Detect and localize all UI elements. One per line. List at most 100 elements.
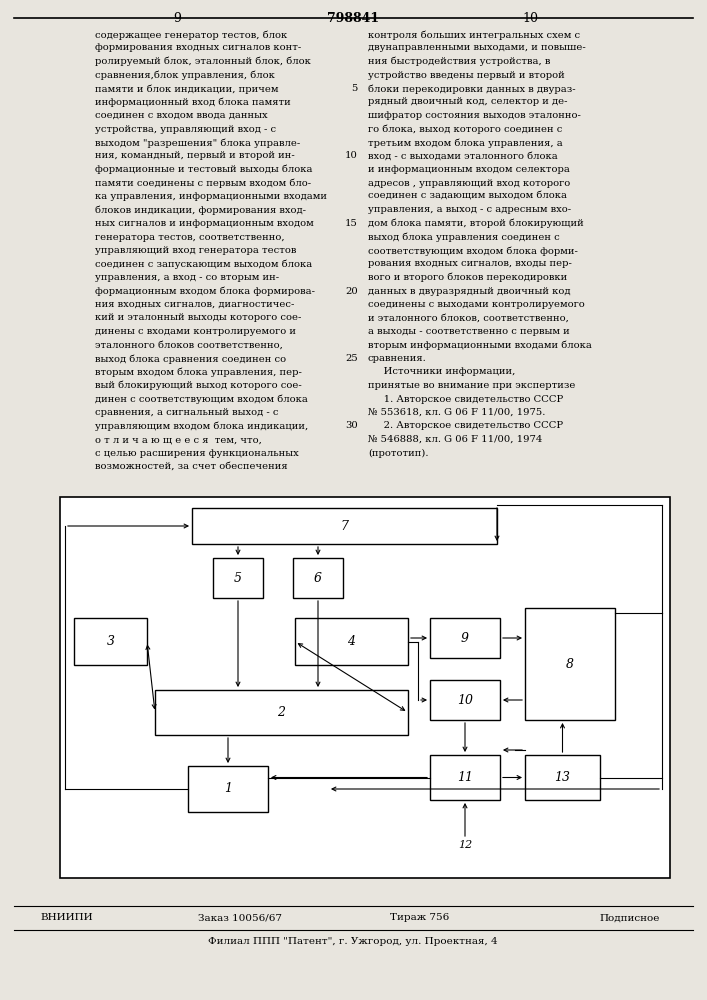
Text: сравнения, а сигнальный выход - с: сравнения, а сигнальный выход - с xyxy=(95,408,279,417)
Text: и информационным входом селектора: и информационным входом селектора xyxy=(368,165,570,174)
Text: формирования входных сигналов конт-: формирования входных сигналов конт- xyxy=(95,43,301,52)
Text: 11: 11 xyxy=(457,771,473,784)
Text: управляющий вход генератора тестов: управляющий вход генератора тестов xyxy=(95,246,296,255)
Text: (прототип).: (прототип). xyxy=(368,448,428,458)
Text: контроля больших интегральных схем с: контроля больших интегральных схем с xyxy=(368,30,580,39)
Text: кий и эталонный выходы которого сое-: кий и эталонный выходы которого сое- xyxy=(95,314,301,322)
Text: ка управления, информационными входами: ка управления, информационными входами xyxy=(95,192,327,201)
Text: 2: 2 xyxy=(278,706,286,719)
Text: соединены с выходами контролируемого: соединены с выходами контролируемого xyxy=(368,300,585,309)
Text: рядный двоичный код, селектор и де-: рядный двоичный код, селектор и де- xyxy=(368,98,568,106)
Text: 3: 3 xyxy=(107,635,115,648)
Text: 7: 7 xyxy=(341,520,349,532)
Text: 1. Авторское свидетельство СССР: 1. Авторское свидетельство СССР xyxy=(368,394,563,403)
Text: сравнения,блок управления, блок: сравнения,блок управления, блок xyxy=(95,70,275,80)
Bar xyxy=(430,755,500,800)
Text: 9: 9 xyxy=(173,12,181,25)
Text: Филиал ППП "Патент", г. Ужгород, ул. Проектная, 4: Филиал ППП "Патент", г. Ужгород, ул. Про… xyxy=(208,936,498,946)
Bar xyxy=(525,755,600,800)
Text: 6: 6 xyxy=(314,572,322,584)
Text: 1: 1 xyxy=(224,782,232,796)
Text: вый блокирующий выход которого сое-: вый блокирующий выход которого сое- xyxy=(95,381,302,390)
Text: соединен с задающим выходом блока: соединен с задающим выходом блока xyxy=(368,192,567,201)
Text: 15: 15 xyxy=(345,219,358,228)
Text: выход блока сравнения соединен со: выход блока сравнения соединен со xyxy=(95,354,286,363)
Text: 4: 4 xyxy=(348,635,356,648)
Text: Источники информации,: Источники информации, xyxy=(368,367,515,376)
Bar xyxy=(430,680,500,720)
Text: выход блока управления соединен с: выход блока управления соединен с xyxy=(368,232,560,242)
Text: третьим входом блока управления, а: третьим входом блока управления, а xyxy=(368,138,563,147)
Text: вход - с выходами эталонного блока: вход - с выходами эталонного блока xyxy=(368,151,558,160)
Text: данных в двуразрядный двоичный код: данных в двуразрядный двоичный код xyxy=(368,286,571,296)
Text: о т л и ч а ю щ е е с я  тем, что,: о т л и ч а ю щ е е с я тем, что, xyxy=(95,435,262,444)
Text: 25: 25 xyxy=(345,354,358,363)
Text: формационным входом блока формирова-: формационным входом блока формирова- xyxy=(95,286,315,296)
Text: динены с входами контролируемого и: динены с входами контролируемого и xyxy=(95,327,296,336)
Text: Подписное: Подписное xyxy=(600,914,660,922)
Text: 9: 9 xyxy=(461,632,469,645)
Text: соединен с входом ввода данных: соединен с входом ввода данных xyxy=(95,111,268,120)
Text: выходом "разрешения" блока управле-: выходом "разрешения" блока управле- xyxy=(95,138,300,147)
Text: соединен с запускающим выходом блока: соединен с запускающим выходом блока xyxy=(95,259,312,269)
Text: памяти и блок индикации, причем: памяти и блок индикации, причем xyxy=(95,84,279,94)
Text: дом блока памяти, второй блокирующий: дом блока памяти, второй блокирующий xyxy=(368,219,584,229)
Text: ных сигналов и информационным входом: ных сигналов и информационным входом xyxy=(95,219,314,228)
Bar xyxy=(525,608,615,720)
Text: ролируемый блок, эталонный блок, блок: ролируемый блок, эталонный блок, блок xyxy=(95,57,311,66)
Bar xyxy=(295,618,408,665)
Text: 10: 10 xyxy=(345,151,358,160)
Text: вторым информационными входами блока: вторым информационными входами блока xyxy=(368,340,592,350)
Text: 20: 20 xyxy=(345,286,358,296)
Text: 798841: 798841 xyxy=(327,12,379,25)
Text: ния, командный, первый и второй ин-: ния, командный, первый и второй ин- xyxy=(95,151,295,160)
Bar xyxy=(60,497,670,878)
Text: 5: 5 xyxy=(351,84,358,93)
Text: блоков индикации, формирования вход-: блоков индикации, формирования вход- xyxy=(95,206,306,215)
Bar xyxy=(293,558,343,598)
Bar xyxy=(192,508,497,544)
Bar xyxy=(74,618,147,665)
Text: сравнения.: сравнения. xyxy=(368,354,427,363)
Text: а выходы - соответственно с первым и: а выходы - соответственно с первым и xyxy=(368,327,570,336)
Text: шифратор состояния выходов эталонно-: шифратор состояния выходов эталонно- xyxy=(368,111,581,120)
Text: 10: 10 xyxy=(457,694,473,706)
Text: ВНИИПИ: ВНИИПИ xyxy=(40,914,93,922)
Text: адресов , управляющий вход которого: адресов , управляющий вход которого xyxy=(368,178,571,188)
Text: с целью расширения функциональных: с целью расширения функциональных xyxy=(95,448,299,458)
Bar xyxy=(213,558,263,598)
Text: 30: 30 xyxy=(345,422,358,430)
Text: блоки перекодировки данных в двураз-: блоки перекодировки данных в двураз- xyxy=(368,84,575,94)
Text: и эталонного блоков, соответственно,: и эталонного блоков, соответственно, xyxy=(368,314,569,322)
Text: управления, а вход - со вторым ин-: управления, а вход - со вторым ин- xyxy=(95,273,279,282)
Text: № 553618, кл. G 06 F 11/00, 1975.: № 553618, кл. G 06 F 11/00, 1975. xyxy=(368,408,545,417)
Text: динен с соответствующим входом блока: динен с соответствующим входом блока xyxy=(95,394,308,404)
Text: памяти соединены с первым входом бло-: памяти соединены с первым входом бло- xyxy=(95,178,311,188)
Text: го блока, выход которого соединен с: го блока, выход которого соединен с xyxy=(368,124,562,134)
Text: 10: 10 xyxy=(522,12,538,25)
Text: 13: 13 xyxy=(554,771,571,784)
Text: возможностей, за счет обеспечения: возможностей, за счет обеспечения xyxy=(95,462,288,471)
Text: 5: 5 xyxy=(234,572,242,584)
Text: принятые во внимание при экспертизе: принятые во внимание при экспертизе xyxy=(368,381,575,390)
Text: 2. Авторское свидетельство СССР: 2. Авторское свидетельство СССР xyxy=(368,422,563,430)
Text: информационный вход блока памяти: информационный вход блока памяти xyxy=(95,98,291,107)
Text: соответствующим входом блока форми-: соответствующим входом блока форми- xyxy=(368,246,578,255)
Text: формационные и тестовый выходы блока: формационные и тестовый выходы блока xyxy=(95,165,312,174)
Text: ния входных сигналов, диагностичес-: ния входных сигналов, диагностичес- xyxy=(95,300,294,309)
Bar xyxy=(430,618,500,658)
Text: № 546888, кл. G 06 F 11/00, 1974: № 546888, кл. G 06 F 11/00, 1974 xyxy=(368,435,542,444)
Text: рования входных сигналов, входы пер-: рования входных сигналов, входы пер- xyxy=(368,259,572,268)
Bar xyxy=(188,766,268,812)
Text: содержащее генератор тестов, блок: содержащее генератор тестов, блок xyxy=(95,30,287,39)
Text: управляющим входом блока индикации,: управляющим входом блока индикации, xyxy=(95,422,308,431)
Text: вторым входом блока управления, пер-: вторым входом блока управления, пер- xyxy=(95,367,302,377)
Text: 8: 8 xyxy=(566,658,574,670)
Text: вого и второго блоков перекодировки: вого и второго блоков перекодировки xyxy=(368,273,567,282)
Text: устройства, управляющий вход - с: устройства, управляющий вход - с xyxy=(95,124,276,133)
Text: Заказ 10056/67: Заказ 10056/67 xyxy=(198,914,282,922)
Text: 12: 12 xyxy=(458,840,472,850)
Text: двунаправленными выходами, и повыше-: двунаправленными выходами, и повыше- xyxy=(368,43,586,52)
Text: устройство введены первый и второй: устройство введены первый и второй xyxy=(368,70,565,80)
Text: генератора тестов, соответственно,: генератора тестов, соответственно, xyxy=(95,232,285,241)
